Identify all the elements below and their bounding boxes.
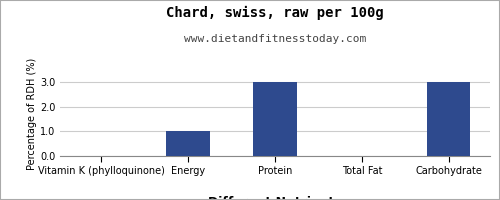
Text: www.dietandfitnesstoday.com: www.dietandfitnesstoday.com (184, 34, 366, 44)
Text: Chard, swiss, raw per 100g: Chard, swiss, raw per 100g (166, 6, 384, 20)
Y-axis label: Percentage of RDH (%): Percentage of RDH (%) (27, 58, 37, 170)
Bar (166, 131, 210, 156)
X-axis label: Different Nutrients: Different Nutrients (208, 196, 342, 200)
Bar (427, 82, 470, 156)
Bar (254, 82, 296, 156)
